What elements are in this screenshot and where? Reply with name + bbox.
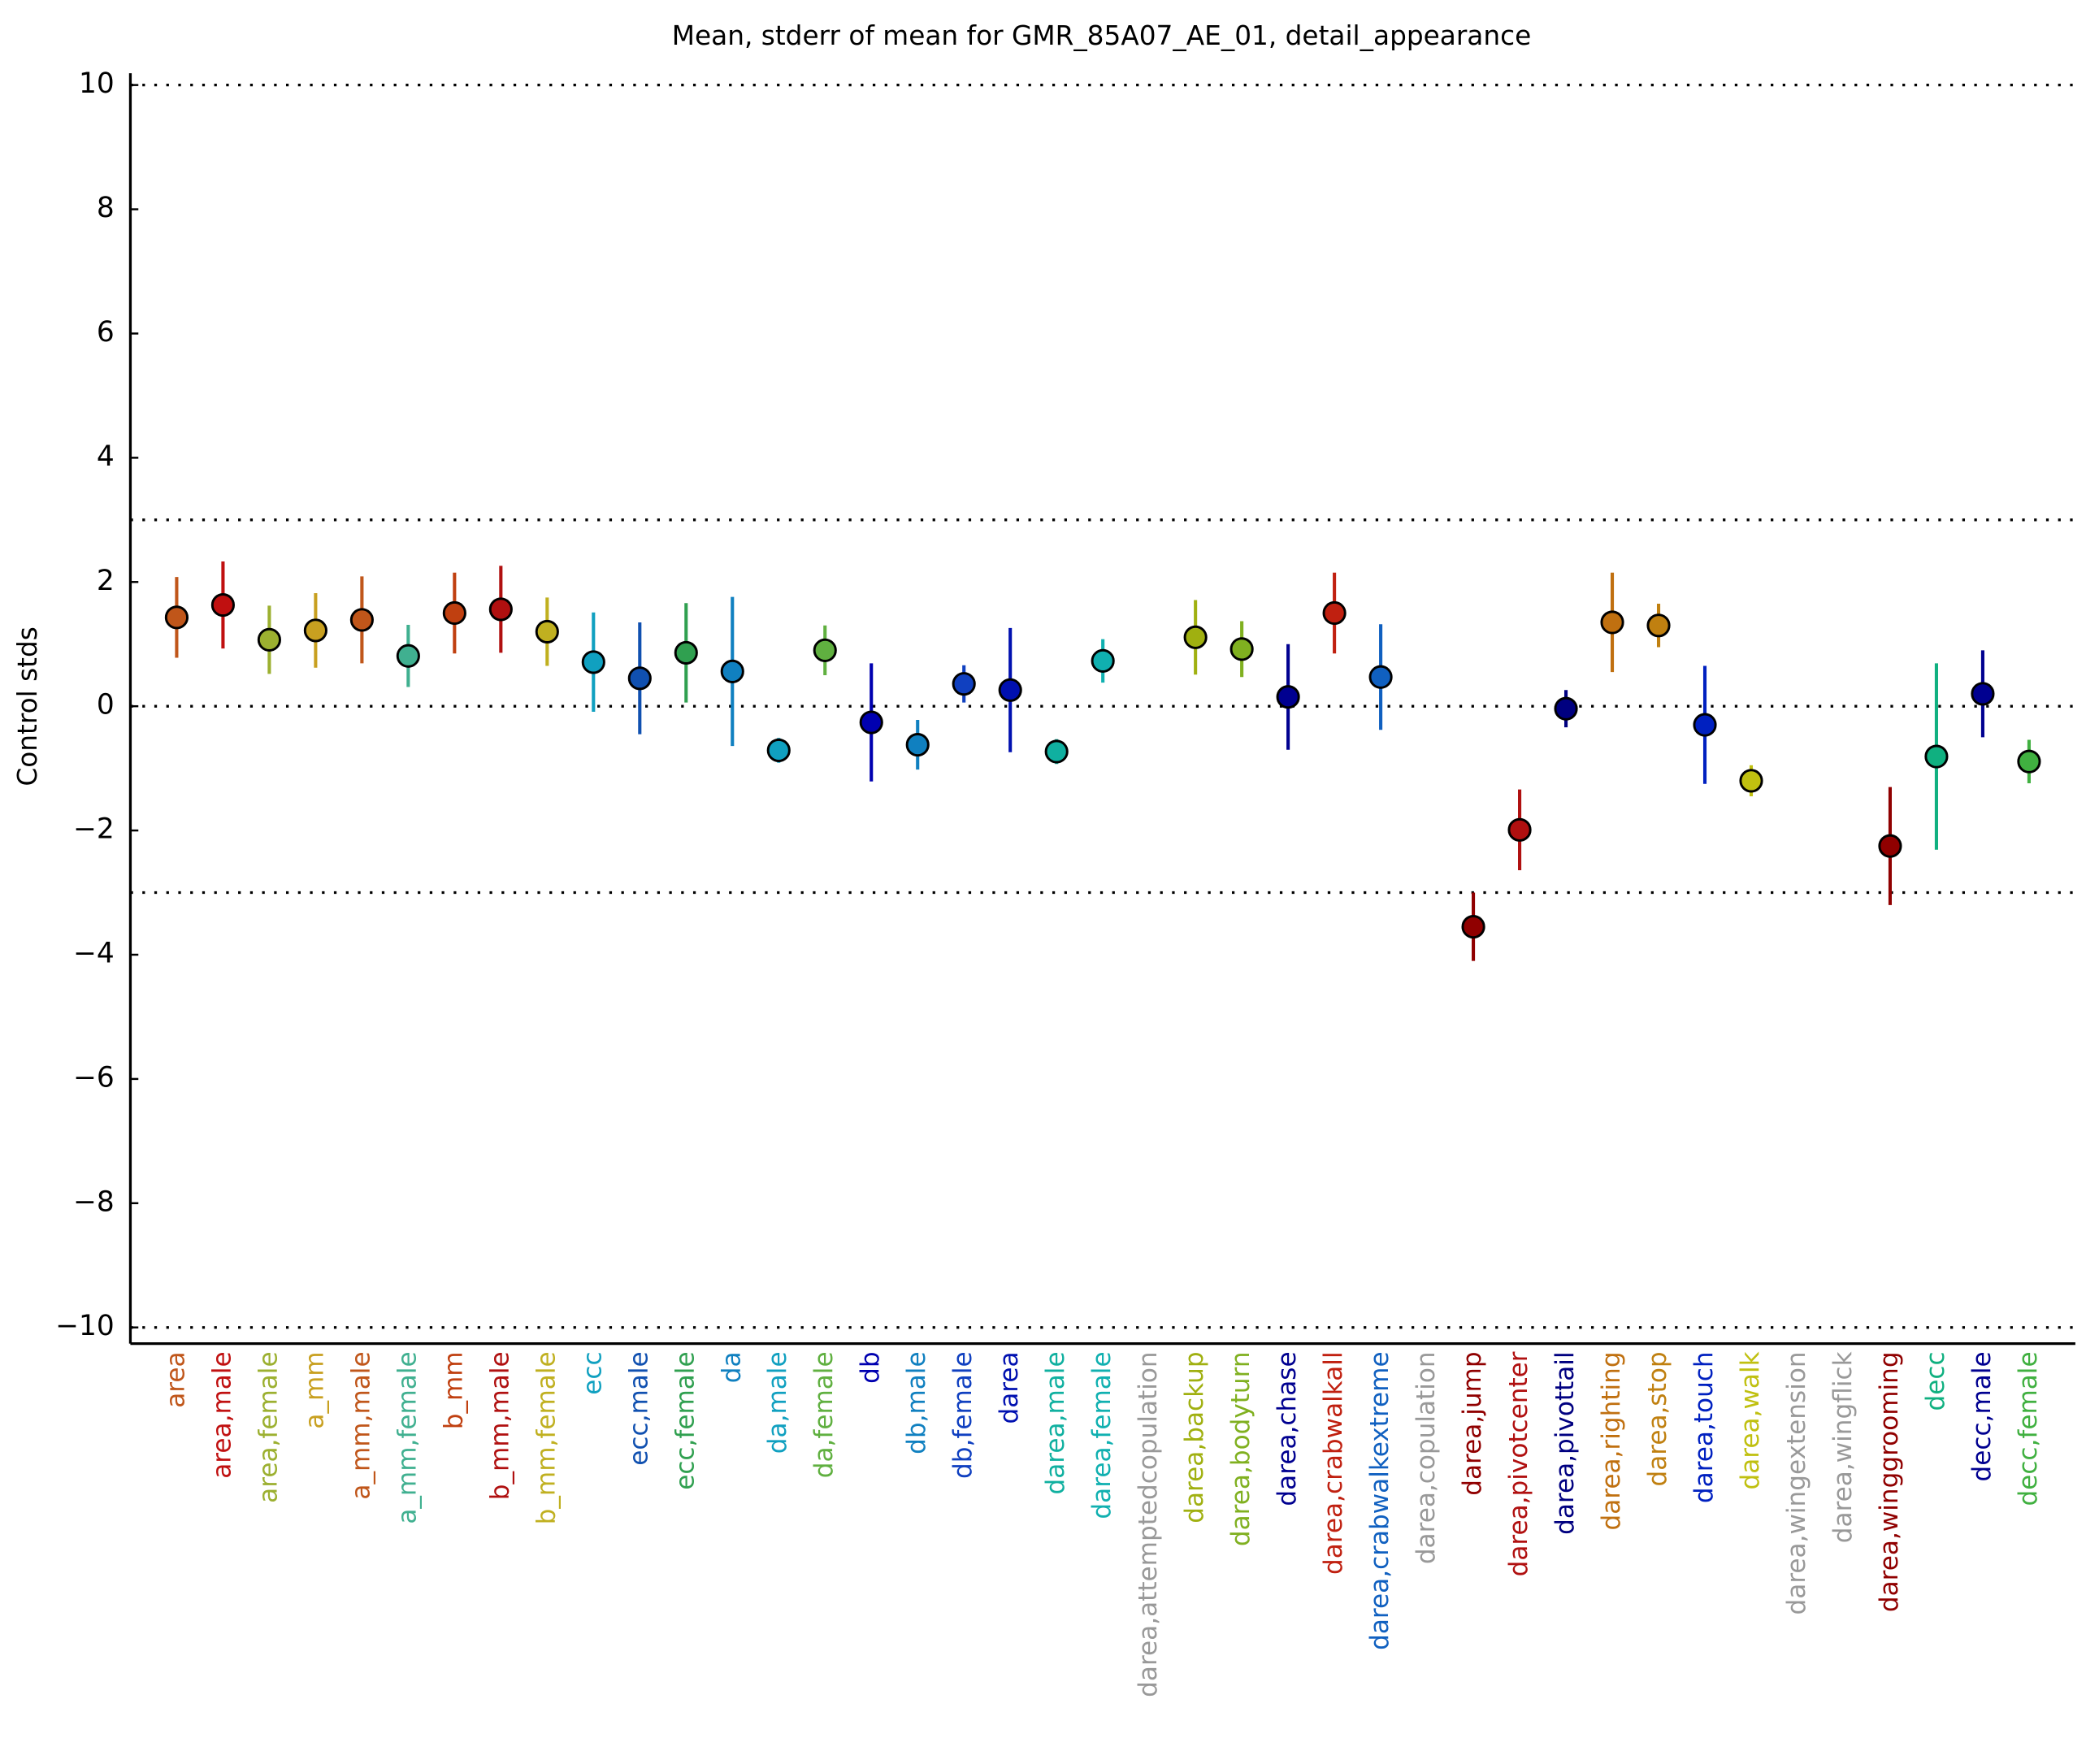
x-tick-label: da,male [763, 1351, 792, 1454]
mean-marker [488, 597, 513, 622]
x-tick-label: darea,touch [1689, 1351, 1719, 1503]
mean-marker [766, 738, 791, 763]
x-tick-label: b_mm,male [485, 1351, 514, 1500]
x-tick-label: darea,stop [1643, 1351, 1672, 1486]
x-tick-label: ecc,female [670, 1351, 700, 1489]
mean-marker [674, 640, 698, 665]
mean-marker [1183, 625, 1208, 649]
mean-marker [998, 678, 1022, 702]
x-tick-label: a_mm,male [346, 1351, 375, 1499]
x-tick-label: darea,wingextension [1782, 1351, 1811, 1614]
y-tick-label: −6 [73, 1061, 115, 1094]
x-tick-label: area [161, 1351, 190, 1407]
mean-marker [164, 605, 189, 630]
y-tick-label: −10 [55, 1310, 115, 1342]
x-tick-label: darea,crabwalkall [1319, 1351, 1348, 1575]
x-tick-label: area,female [254, 1351, 283, 1502]
mean-marker [1971, 682, 1995, 706]
mean-marker [952, 672, 976, 696]
x-tick-label: decc,female [2014, 1351, 2043, 1506]
x-tick-label: darea,pivottail [1550, 1351, 1580, 1534]
x-tick-label: darea,copulation [1412, 1351, 1441, 1564]
x-tick-label: ecc,male [624, 1351, 653, 1465]
x-tick-label: db,female [948, 1351, 978, 1479]
mean-marker [303, 618, 327, 643]
y-tick-label: 2 [97, 565, 115, 597]
x-tick-label: darea,female [1087, 1351, 1117, 1519]
mean-marker [1878, 834, 1902, 858]
mean-marker [1507, 817, 1532, 842]
mean-marker [1044, 739, 1069, 764]
mean-marker [859, 710, 883, 735]
x-tick-label: decc [1921, 1351, 1950, 1411]
x-tick-label: a_mm,female [392, 1351, 422, 1523]
y-axis-label: Control stds [12, 626, 43, 786]
mean-marker [1368, 665, 1393, 689]
mean-marker [257, 627, 281, 652]
y-tick-label: −4 [73, 937, 115, 969]
x-tick-label: b_mm,female [531, 1351, 561, 1524]
y-tick-label: −2 [73, 813, 115, 846]
x-tick-label: darea,male [1041, 1351, 1070, 1494]
x-tick-label: darea,crabwalkextreme [1365, 1351, 1394, 1649]
mean-marker [1646, 613, 1671, 638]
mean-marker [627, 666, 652, 691]
mean-marker [720, 659, 744, 683]
y-tick-label: 6 [97, 316, 115, 349]
mean-marker [396, 644, 420, 668]
mean-marker [2017, 749, 2041, 774]
x-tick-label: da,female [809, 1351, 839, 1478]
x-tick-label: decc,male [1967, 1351, 1997, 1481]
mean-marker [442, 600, 466, 626]
mean-marker [535, 619, 559, 644]
x-tick-label: da [717, 1351, 746, 1383]
x-tick-label: darea,pivotcenter [1504, 1351, 1533, 1576]
x-tick-label: b_mm [439, 1351, 468, 1429]
x-tick-label: db,male [902, 1351, 931, 1454]
mean-marker [210, 592, 235, 618]
x-tick-label: ecc [578, 1351, 607, 1394]
mean-marker [1554, 696, 1578, 721]
y-tick-label: 8 [97, 192, 115, 224]
x-tick-label: darea,righting [1597, 1351, 1626, 1530]
y-tick-label: −8 [73, 1185, 115, 1218]
x-tick-label: darea,backup [1180, 1351, 1209, 1523]
x-tick-label: db [856, 1351, 885, 1383]
x-tick-label: darea,attemptedcopulation [1134, 1351, 1163, 1697]
x-tick-label: area,male [207, 1351, 236, 1478]
x-tick-label: darea,jump [1458, 1351, 1487, 1495]
x-tick-label: darea,walk [1736, 1351, 1765, 1489]
y-tick-label: 10 [79, 67, 115, 100]
y-tick-label: 4 [97, 440, 115, 473]
x-tick-label: darea,bodyturn [1226, 1351, 1256, 1546]
mean-marker [349, 608, 374, 632]
mean-marker [1600, 610, 1624, 635]
mean-marker [1229, 637, 1254, 661]
x-tick-label: a_mm [300, 1351, 329, 1428]
x-tick-label: darea,chase [1273, 1351, 1302, 1506]
mean-marker [581, 650, 605, 674]
x-tick-label: darea,winggrooming [1875, 1351, 1904, 1612]
mean-marker [1322, 600, 1347, 626]
mean-marker [1739, 769, 1763, 793]
x-tick-label: darea,wingflick [1828, 1351, 1858, 1543]
chart-title: Mean, stderr of mean for GMR_85A07_AE_01… [672, 20, 1531, 51]
mean-marker [1924, 744, 1949, 769]
x-tick-label: darea [995, 1351, 1024, 1424]
mean-marker [813, 638, 837, 662]
mean-marker [1693, 713, 1717, 737]
mean-marker [905, 733, 930, 757]
y-tick-label: 0 [97, 689, 115, 722]
mean-marker [1276, 685, 1300, 709]
mean-marker [1461, 915, 1485, 939]
mean-marker [1091, 648, 1115, 673]
